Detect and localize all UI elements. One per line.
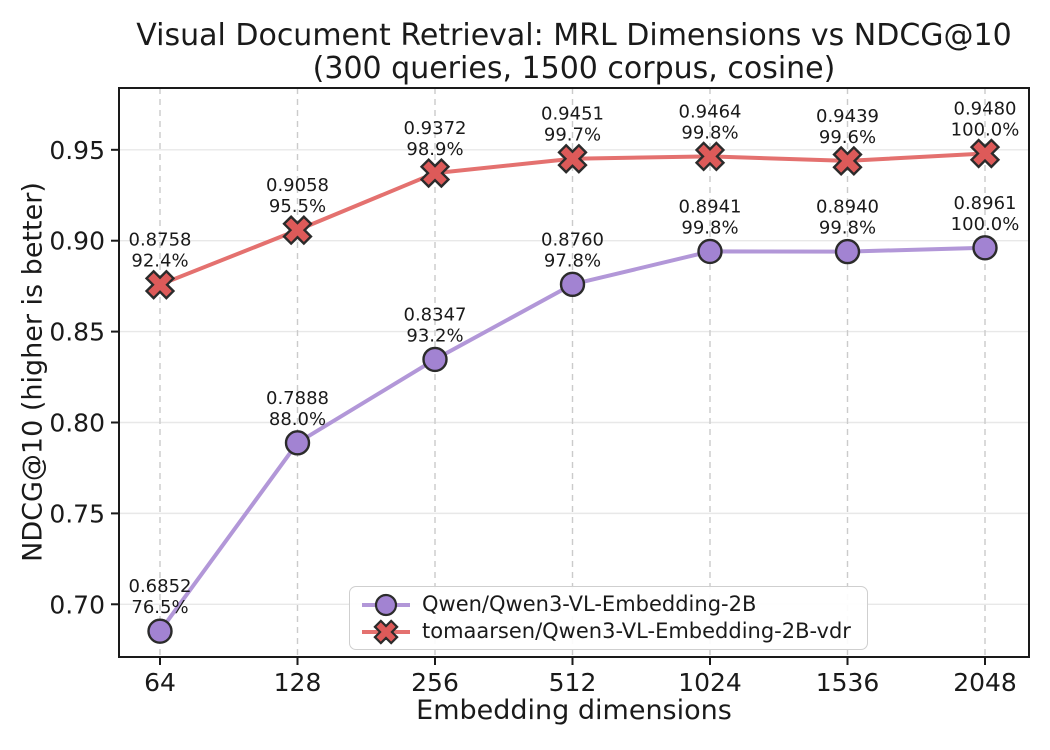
data-point-marker (557, 143, 588, 174)
data-point-value-label: 0.9464 (679, 101, 742, 122)
x-tick-label: 128 (274, 668, 322, 697)
y-tick-label: 0.70 (49, 590, 105, 619)
data-point-value-label: 0.8940 (816, 197, 879, 218)
y-tick-label: 0.80 (49, 408, 105, 437)
data-point-marker (147, 618, 173, 644)
legend: Qwen/Qwen3-VL-Embedding-2B tomaarsen/Qwe… (349, 586, 868, 650)
data-point-marker (559, 271, 586, 298)
data-point-marker (282, 215, 313, 246)
x-axis-label: Embedding dimensions (416, 695, 732, 726)
data-point-value-label: 0.9451 (541, 104, 604, 125)
data-point-pct-label: 88.0% (269, 409, 326, 430)
x-tick-label: 1536 (816, 668, 880, 697)
data-point-value-label: 0.9439 (816, 106, 879, 127)
data-point-pct-label: 97.8% (544, 250, 601, 271)
x-tick-label: 256 (411, 668, 459, 697)
data-point-value-label: 0.9480 (954, 98, 1017, 119)
data-point-marker (422, 346, 448, 373)
x-tick-label: 64 (144, 668, 176, 697)
x-tick-label: 512 (549, 668, 597, 697)
y-tick-label: 0.85 (49, 318, 105, 347)
data-point-pct-label: 95.5% (269, 196, 326, 217)
y-axis-label: NDCG@10 (higher is better) (17, 182, 49, 562)
circle-marker-icon (362, 593, 410, 616)
data-point-pct-label: 100.0% (951, 119, 1020, 140)
data-point-value-label: 0.9372 (404, 118, 467, 139)
data-point-pct-label: 99.6% (819, 127, 876, 148)
data-point-marker (284, 430, 311, 456)
data-point-marker (419, 157, 451, 189)
data-point-marker (972, 235, 998, 261)
legend-label-qwen: Qwen/Qwen3-VL-Embedding-2B (422, 592, 757, 616)
data-point-pct-label: 76.5% (131, 597, 188, 618)
data-point-marker (832, 145, 863, 177)
data-point-value-label: 0.8760 (541, 229, 604, 250)
data-point-pct-label: 93.2% (406, 325, 463, 346)
data-point-value-label: 0.8347 (404, 304, 467, 325)
data-point-value-label: 0.8961 (954, 193, 1017, 214)
x-tick-label: 1024 (678, 668, 742, 697)
x-marker-icon (362, 618, 410, 645)
data-point-pct-label: 99.8% (681, 217, 738, 238)
data-point-marker (969, 138, 1001, 169)
legend-entry-qwen: Qwen/Qwen3-VL-Embedding-2B (360, 591, 851, 618)
data-point-value-label: 0.8758 (129, 230, 192, 251)
x-tick-label: 2048 (953, 668, 1017, 697)
data-point-pct-label: 99.8% (819, 218, 876, 239)
data-point-marker (144, 269, 176, 300)
legend-label-vdr: tomaarsen/Qwen3-VL-Embedding-2B-vdr (422, 619, 851, 643)
plot-border (118, 87, 1030, 658)
data-point-pct-label: 99.8% (681, 122, 738, 143)
data-point-marker (694, 141, 726, 172)
y-tick-label: 0.90 (49, 227, 105, 256)
data-point-value-label: 0.9058 (266, 175, 329, 196)
chart-title: Visual Document Retrieval: MRL Dimension… (136, 18, 1012, 53)
data-point-value-label: 0.8941 (679, 196, 742, 217)
data-point-pct-label: 98.9% (406, 139, 463, 160)
data-point-pct-label: 99.7% (544, 125, 601, 146)
data-point-marker (834, 238, 861, 265)
y-tick-label: 0.95 (49, 136, 105, 165)
data-point-value-label: 0.7888 (266, 388, 329, 409)
legend-entry-vdr: tomaarsen/Qwen3-VL-Embedding-2B-vdr (360, 618, 851, 645)
data-point-pct-label: 100.0% (951, 214, 1020, 235)
data-point-pct-label: 92.4% (131, 251, 188, 272)
data-point-value-label: 0.6852 (129, 576, 192, 597)
data-point-marker (697, 238, 723, 265)
chart-subtitle: (300 queries, 1500 corpus, cosine) (312, 51, 836, 86)
y-tick-label: 0.75 (49, 499, 105, 528)
